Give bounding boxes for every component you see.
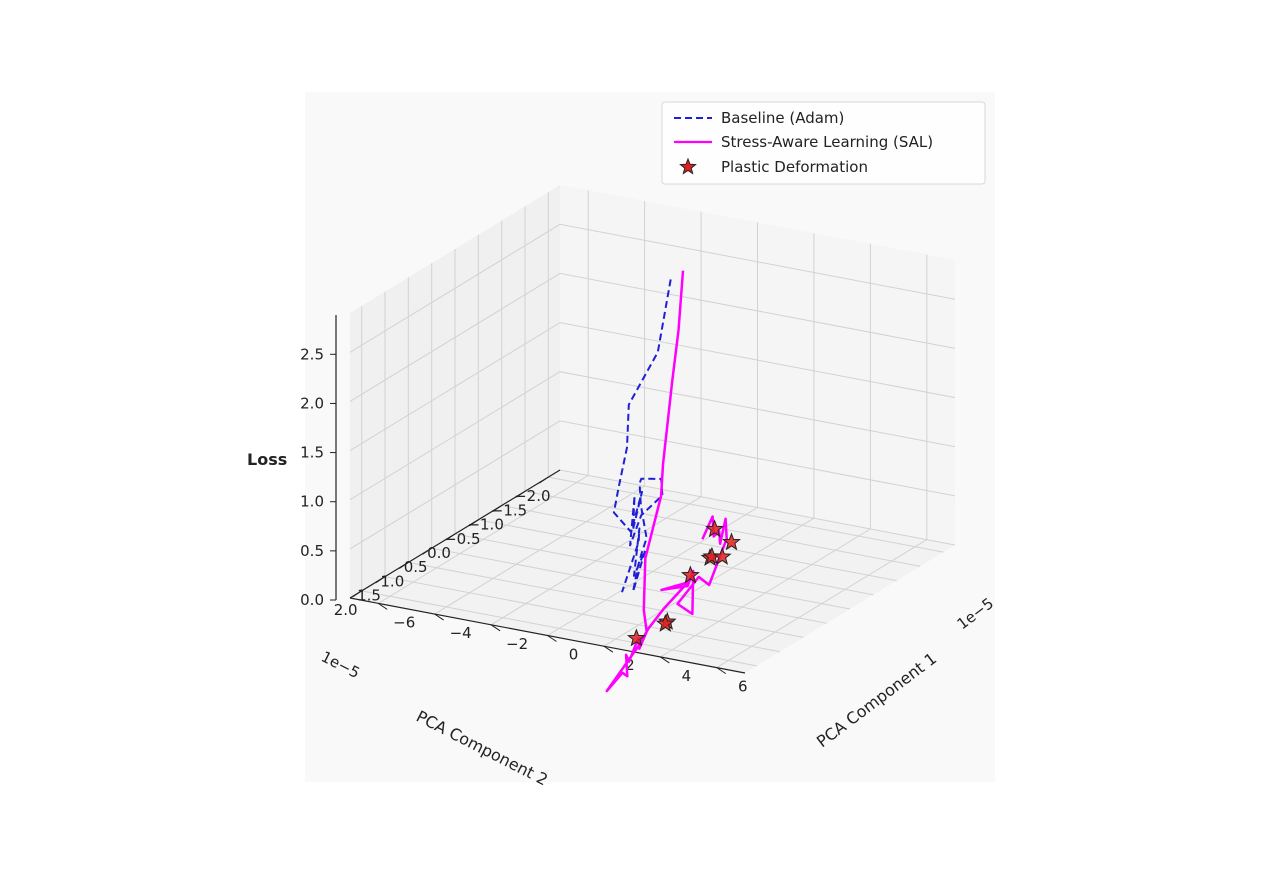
plastic-deformation-star [712, 546, 732, 565]
y-tick-mark [515, 490, 526, 498]
y-tick-label: 1.0 [380, 572, 404, 590]
x-tick-label: 0 [569, 646, 579, 664]
x-tick-label: 4 [682, 667, 692, 685]
grid-line-z [349, 420, 956, 550]
legend-star-marker [679, 157, 697, 175]
x-tick-mark [434, 613, 444, 621]
x-tick-mark [660, 656, 670, 664]
y-tick-mark [422, 547, 432, 555]
y-tick-label: 2.0 [334, 601, 358, 619]
legend-plastic-label: Plastic Deformation [721, 158, 868, 176]
y-tick-mark [539, 476, 549, 484]
z-tick-label: 2.5 [300, 345, 324, 363]
x-tick-mark [603, 645, 614, 653]
y-tick-label: −2.0 [514, 487, 550, 505]
z-tick-label: 0.0 [300, 591, 324, 609]
y-tick-label: −1.0 [467, 516, 503, 534]
baseline-adam-line [612, 279, 672, 593]
y-tick-mark [469, 519, 479, 527]
x-tick-mark [377, 602, 388, 610]
z-tick-label: 2.0 [300, 394, 324, 412]
grid-line-z [349, 223, 956, 353]
legend-box [661, 101, 986, 185]
plastic-deformation-star [705, 519, 725, 538]
legend: Baseline (Adam) Stress-Aware Learning (S… [661, 101, 986, 185]
plastic-deformation-star [655, 613, 675, 632]
y-tick-mark [445, 533, 456, 541]
x-tick-label: 6 [738, 678, 748, 696]
z-axis-label: Loss [247, 450, 287, 469]
x-tick-label: −4 [450, 624, 472, 642]
y-tick-mark [375, 576, 386, 584]
legend-baseline-label: Baseline (Adam) [721, 109, 844, 127]
grid-line-z [349, 272, 956, 402]
plastic-deformation-star [680, 565, 700, 584]
grid-line-z [349, 322, 956, 452]
y-tick-mark [352, 590, 362, 598]
x-tick-mark [547, 635, 557, 642]
y-tick-mark [399, 562, 409, 569]
x-tick-label: −6 [393, 613, 415, 631]
plot-area [605, 270, 741, 693]
z-tick-label: 0.5 [300, 542, 324, 560]
y-tick-label: 0.5 [404, 558, 428, 576]
grid-line-z [349, 371, 956, 501]
plastic-deformation-star [626, 628, 646, 647]
y-tick-label: −1.5 [491, 501, 527, 519]
y-tick-label: −0.5 [444, 530, 480, 548]
y-tick-label: 1.5 [357, 587, 381, 605]
plastic-deformation-star [722, 532, 741, 551]
legend-sal-label: Stress-Aware Learning (SAL) [721, 133, 933, 151]
x-tick-mark [490, 624, 501, 632]
z-tick-label: 1.0 [300, 493, 324, 511]
tick-labels: −2.0−1.5−1.0−0.50.00.51.01.52.0−6−4−2024… [300, 345, 747, 695]
x-tick-mark [716, 667, 727, 675]
sal-line [605, 270, 728, 693]
x-tick-label: 2 [625, 656, 635, 674]
z-tick-label: 1.5 [300, 444, 324, 462]
y-tick-mark [492, 505, 502, 512]
x-tick-label: −2 [506, 635, 528, 653]
y-tick-label: 0.0 [427, 544, 451, 562]
